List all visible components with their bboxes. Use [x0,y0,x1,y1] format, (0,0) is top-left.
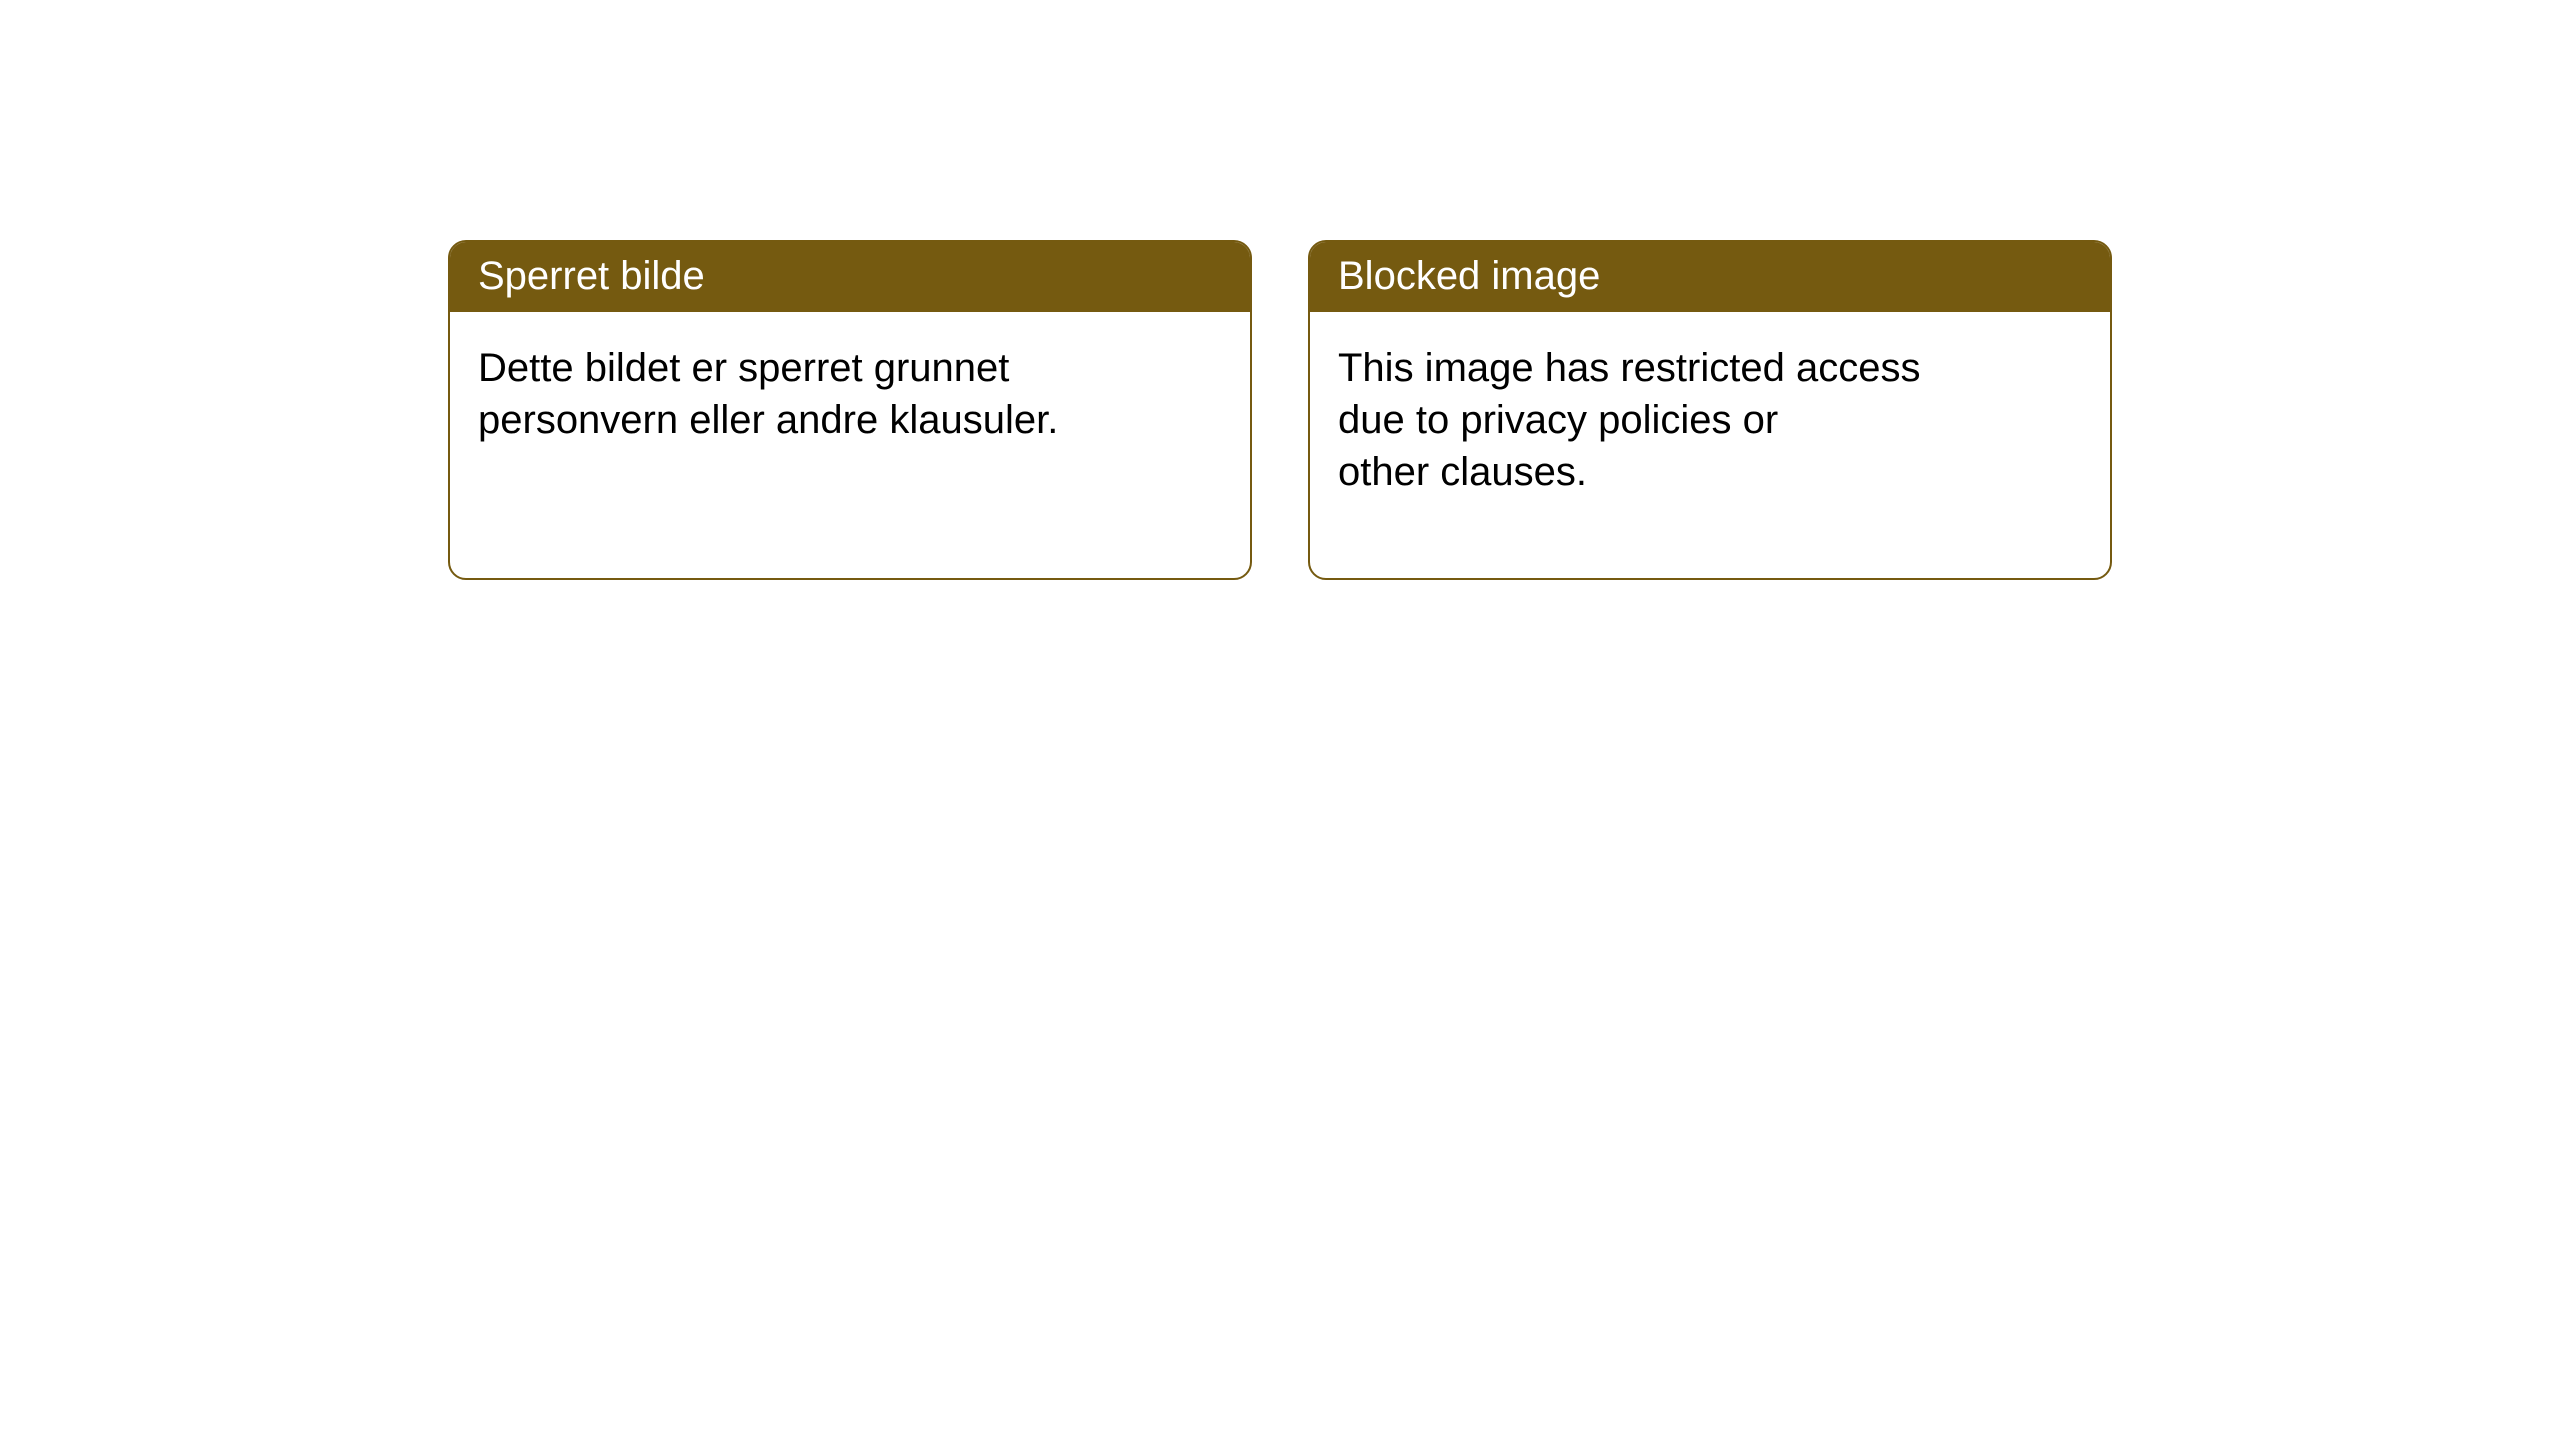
blocked-image-card-no-title: Sperret bilde [450,242,1250,312]
blocked-image-card-en-body: This image has restricted access due to … [1310,312,2110,578]
blocked-image-card-no-body: Dette bildet er sperret grunnet personve… [450,312,1250,526]
notice-cards-container: Sperret bilde Dette bildet er sperret gr… [448,240,2112,580]
blocked-image-card-en: Blocked image This image has restricted … [1308,240,2112,580]
blocked-image-card-en-title: Blocked image [1310,242,2110,312]
blocked-image-card-no: Sperret bilde Dette bildet er sperret gr… [448,240,1252,580]
